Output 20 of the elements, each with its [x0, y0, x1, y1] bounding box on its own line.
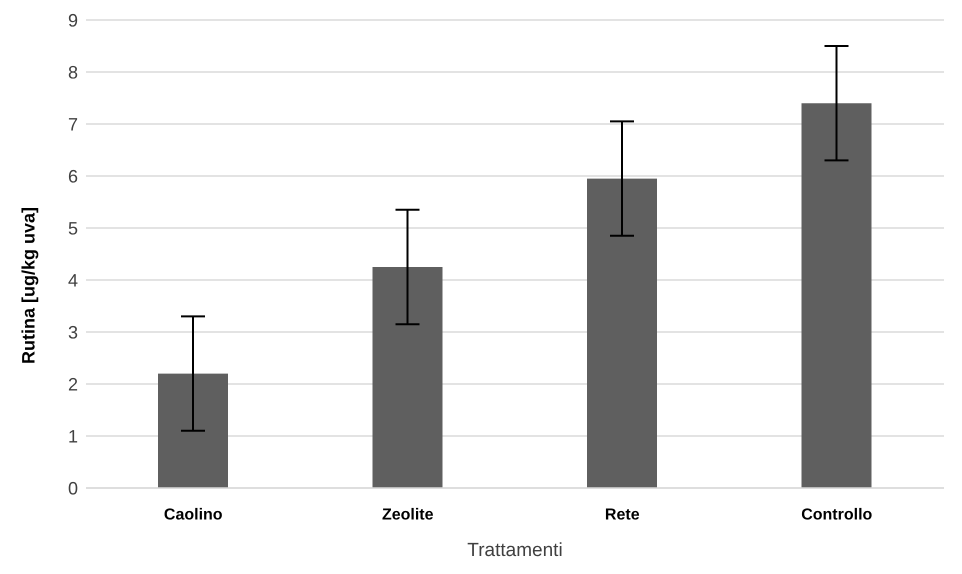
x-tick-label: Zeolite — [382, 506, 434, 524]
y-tick-label: 9 — [68, 10, 78, 30]
y-tick-label: 7 — [68, 114, 78, 134]
y-tick-label: 2 — [68, 374, 78, 394]
y-tick-label: 0 — [68, 478, 78, 498]
y-tick-label: 5 — [68, 218, 78, 238]
bar — [587, 178, 657, 488]
x-tick-label: Caolino — [164, 506, 223, 524]
bar — [158, 374, 228, 488]
x-axis-title: Trattamenti — [467, 540, 563, 561]
bar — [802, 103, 872, 488]
y-tick-label: 1 — [68, 426, 78, 446]
y-tick-label: 6 — [68, 166, 78, 186]
x-tick-label: Rete — [604, 506, 640, 524]
y-tick-label: 8 — [68, 62, 78, 82]
y-tick-label: 4 — [68, 270, 78, 290]
x-tick-label: Controllo — [801, 506, 873, 524]
bar — [372, 267, 442, 488]
y-axis-title: Rutina [ug/kg uva] — [18, 207, 38, 364]
y-tick-label: 3 — [68, 322, 78, 342]
